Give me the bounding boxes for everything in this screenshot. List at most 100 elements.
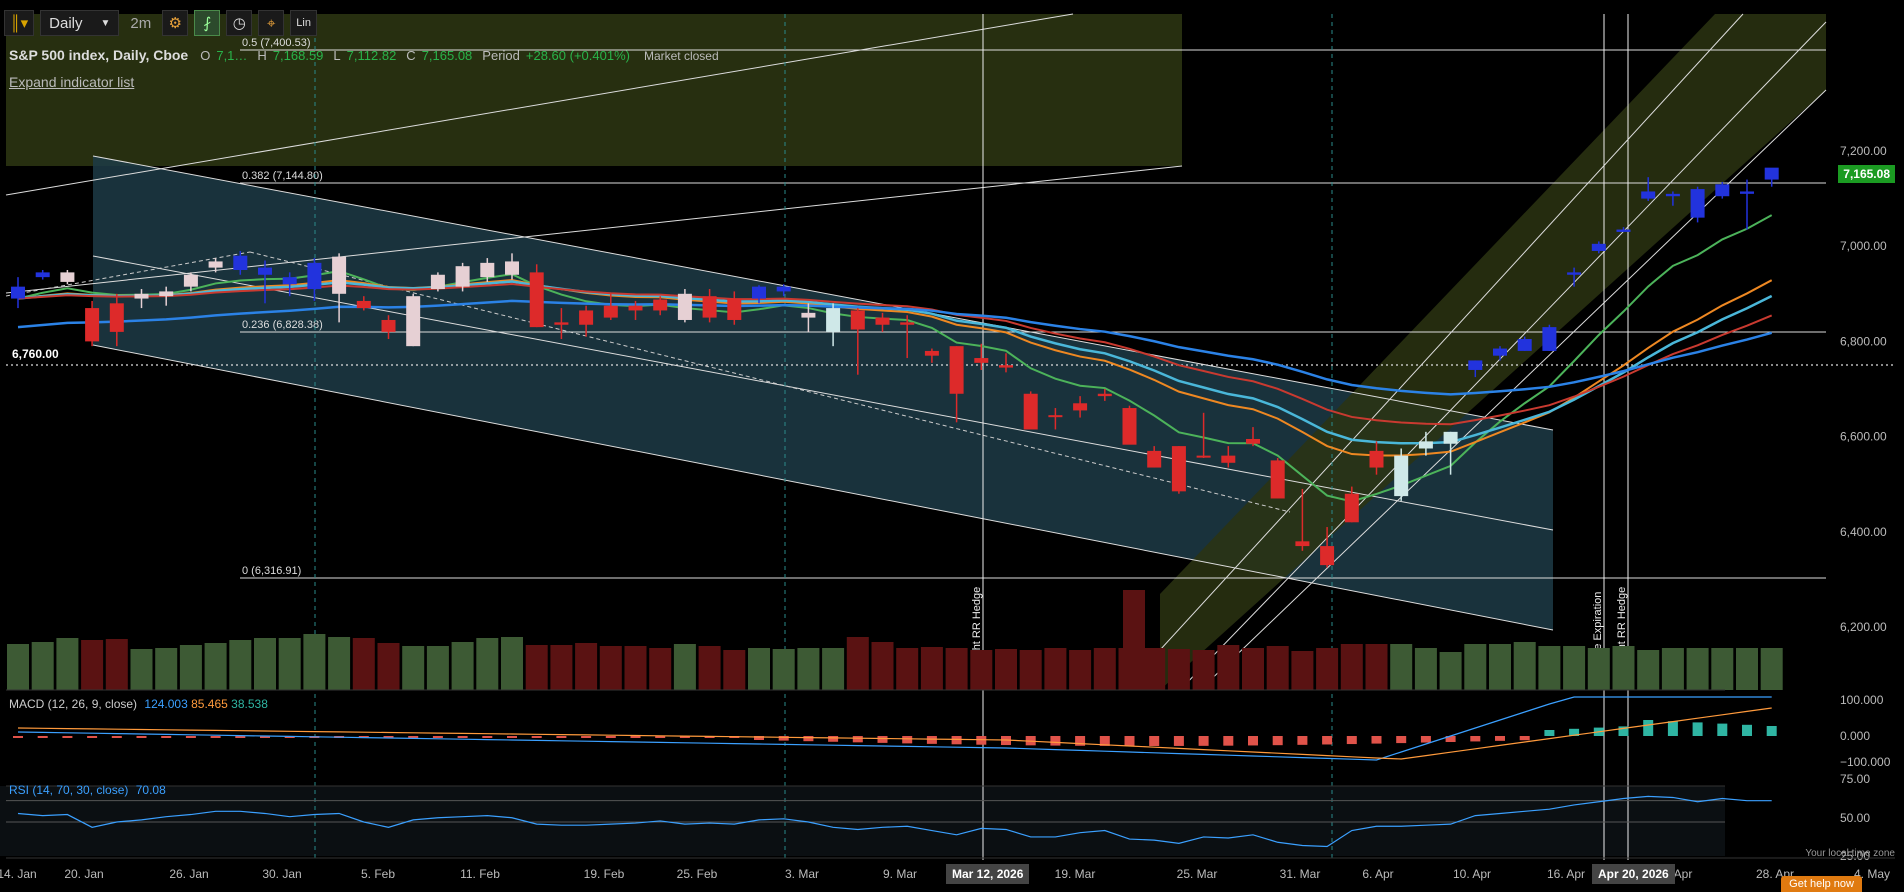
candle-body	[653, 299, 668, 311]
candle-body	[307, 262, 322, 290]
macd-histogram-bar	[185, 736, 196, 738]
volume-bar	[303, 634, 326, 690]
volume-bar	[155, 648, 178, 690]
volume-bar	[105, 639, 128, 690]
expand-indicator-link[interactable]: Expand indicator list	[9, 74, 135, 90]
macd-histogram-bar	[976, 736, 987, 745]
macd-histogram-bar	[1717, 723, 1728, 736]
interval-select[interactable]: Daily ▼	[40, 10, 120, 36]
sub-interval-button[interactable]: 2m	[130, 14, 152, 32]
macd-histogram-bar	[1495, 736, 1505, 741]
macd-histogram-bar	[432, 736, 443, 738]
macd-histogram-bar	[1569, 728, 1580, 736]
candle-body	[233, 255, 248, 270]
volume-bar	[1291, 651, 1314, 690]
volume-bar	[1316, 648, 1339, 690]
macd-histogram-bar	[754, 736, 764, 740]
volume-bar	[871, 642, 894, 690]
candle-body	[1073, 403, 1088, 411]
period-label: Period	[482, 48, 520, 63]
candle-body	[1616, 229, 1631, 232]
volume-bar	[328, 637, 351, 690]
open-value: 7,1…	[216, 48, 248, 63]
volume-bar	[1637, 650, 1660, 690]
macd-line	[17, 696, 1772, 761]
get-help-button[interactable]: Get help now	[1781, 876, 1862, 892]
candle-body	[949, 346, 964, 394]
candle-body	[1122, 408, 1137, 445]
volume-bar	[377, 643, 400, 690]
volume-bar	[1242, 648, 1264, 690]
chevron-down-icon: ▼	[100, 17, 111, 29]
volume-bar	[56, 638, 79, 690]
macd-histogram-bar	[1643, 720, 1654, 736]
candle-body	[801, 312, 816, 318]
candle-body	[1171, 446, 1186, 492]
fib-label: 0.236 (6,828.38)	[242, 319, 323, 331]
macd-histogram-bar	[161, 736, 172, 738]
lin-button[interactable]: Lin	[290, 10, 317, 36]
candle-body	[1443, 431, 1458, 444]
macd-histogram-bar	[37, 736, 48, 738]
volume-bar	[1340, 644, 1363, 690]
macd-histogram-bar	[852, 736, 863, 743]
ohlc-legend: S&P 500 index, Daily, Cboe O 7,1… H 7,168.…	[9, 47, 719, 63]
candle-body	[875, 317, 890, 325]
candle-body	[60, 272, 75, 282]
market-status: Market closed	[643, 49, 719, 63]
candle-body	[1493, 348, 1507, 356]
candle-body	[579, 310, 594, 325]
candle-body	[900, 322, 915, 325]
macd-histogram-bar	[1544, 730, 1555, 736]
crosshair-icon[interactable]: ⌖	[258, 10, 285, 36]
upper-trend-line-1	[5, 13, 1074, 196]
candle-body	[974, 358, 989, 363]
volume-bar	[698, 646, 721, 690]
macd-histogram-bar	[778, 736, 789, 741]
gear-icon[interactable]: ⚙	[162, 10, 189, 36]
candle-body	[159, 291, 174, 297]
candle-body	[1567, 272, 1582, 275]
candle-body	[282, 277, 297, 285]
candle-body	[702, 296, 717, 318]
x-tick-label: 19. Feb	[584, 867, 625, 881]
macd-histogram-bar	[87, 736, 98, 738]
volume-bar	[204, 643, 227, 690]
dashed-line-b	[249, 251, 1291, 513]
indicator-icon[interactable]: ⨏	[194, 10, 221, 36]
macd-histogram-bar	[630, 736, 641, 738]
macd-histogram-bar	[1173, 736, 1184, 746]
x-tick-label: 5. Feb	[361, 867, 395, 881]
candle-body	[677, 293, 692, 320]
volume-bar	[179, 645, 202, 690]
candle-body	[1764, 167, 1779, 180]
candle-body	[1048, 415, 1063, 418]
volume-bar	[1069, 650, 1092, 690]
candlestick-icon[interactable]: ║▾	[4, 10, 35, 36]
volume-bar	[945, 648, 968, 690]
volume-bar	[1439, 652, 1462, 690]
candle-body	[752, 286, 766, 299]
clock-icon[interactable]: ◷	[226, 10, 253, 36]
candle-body	[381, 319, 396, 332]
candle-body	[85, 308, 100, 342]
macd-histogram-bar	[507, 736, 517, 738]
candle-body	[776, 286, 791, 292]
volume-bar	[896, 648, 919, 690]
macd-histogram-bar	[902, 736, 913, 744]
candle-body	[1468, 360, 1483, 370]
rsi-pane-bg	[0, 786, 1725, 856]
candle-body	[1665, 193, 1680, 197]
volume-bar	[550, 645, 573, 690]
volume-bar	[31, 642, 54, 690]
volume-bar	[1217, 645, 1240, 690]
candle-body	[430, 274, 445, 290]
macd-histogram-bar	[1420, 736, 1431, 743]
candle-body	[1344, 493, 1359, 523]
desc-channel-top	[92, 155, 1554, 431]
candle-body	[999, 365, 1013, 368]
macd-histogram-bar	[408, 736, 419, 738]
candle-body	[1740, 191, 1754, 194]
candle-body	[1221, 455, 1236, 463]
